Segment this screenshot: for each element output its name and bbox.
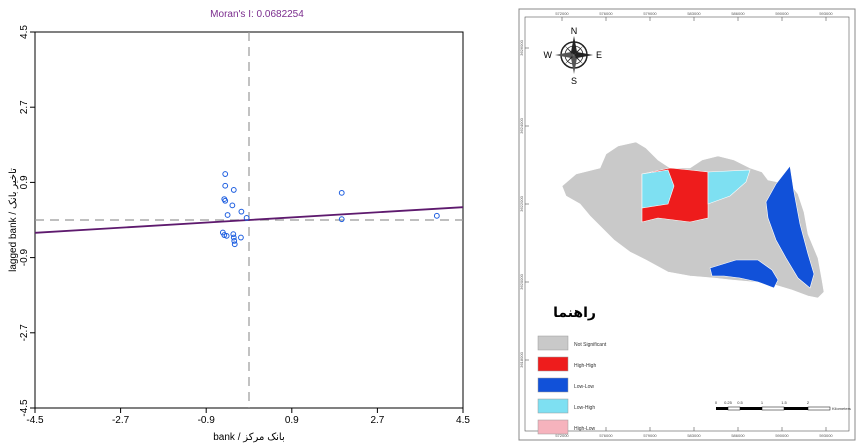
data-point	[222, 182, 229, 189]
data-point	[338, 189, 345, 196]
data-point	[222, 171, 229, 177]
left-tick-label: 3620000	[519, 273, 524, 289]
scale-label: 1	[761, 400, 764, 405]
compass-south: S	[571, 76, 577, 86]
bottom-tick-label: 583000	[687, 433, 701, 438]
data-point	[230, 187, 237, 193]
legend-label: Not Significant	[574, 342, 607, 348]
top-tick-label: 590000	[775, 11, 789, 16]
region-low-low-east	[765, 165, 815, 289]
bottom-tick-label: 593000	[819, 433, 833, 438]
legend-swatch	[537, 419, 569, 435]
legend-label: High-Low	[574, 426, 596, 432]
bottom-tick-label: 572000	[555, 433, 569, 438]
y-axis-ticks: -4.5 -2.7 -0.9 0.9 2.7 4.5	[19, 25, 35, 417]
compass-icon: N S E W	[544, 26, 603, 86]
data-point	[238, 208, 245, 215]
legend-label: Low-Low	[574, 384, 594, 390]
region-low-low-south	[709, 259, 779, 289]
data-point	[230, 234, 237, 241]
y-tick-label: -2.7	[19, 324, 30, 342]
map-top-coordinates: 572000 576000 579000 583000 586000 590000 5930…	[555, 11, 833, 21]
top-tick-label: 583000	[687, 11, 701, 16]
map-bottom-coordinates: 572000 576000 579000 583000 586000 590000 5930…	[555, 427, 833, 438]
top-tick-label: 572000	[555, 11, 569, 16]
legend-label: Low-High	[574, 405, 595, 411]
left-tick-label: 3622000	[519, 195, 524, 211]
data-point	[229, 202, 236, 209]
x-tick-label: 2.7	[370, 415, 384, 426]
moran-scatterplot: Moran's I: 0.0682254 -4.5 -2.7 -0.9 0.9 2.7 4…	[8, 9, 470, 443]
y-tick-label: 0.9	[19, 175, 30, 189]
bottom-tick-label: 576000	[599, 433, 613, 438]
regression-line	[34, 206, 464, 234]
bottom-tick-label: 586000	[731, 433, 745, 438]
compass-east: E	[596, 50, 602, 60]
bottom-tick-label: 590000	[775, 433, 789, 438]
scale-bar	[716, 406, 831, 411]
map-neatline	[524, 16, 850, 432]
x-tick-label: -2.7	[112, 415, 130, 426]
x-axis-ticks: -4.5 -2.7 -0.9 0.9 2.7 4.5	[26, 408, 470, 426]
legend-swatch	[537, 398, 569, 414]
data-point	[238, 234, 244, 241]
scale-label: 0	[715, 400, 718, 405]
legend-title: راهنما	[553, 304, 596, 320]
scale-label: 1.5	[781, 400, 787, 405]
left-tick-label: 3618000	[519, 351, 524, 367]
data-point	[231, 241, 238, 248]
x-tick-label: 0.9	[285, 415, 299, 426]
map-regions	[561, 141, 825, 299]
legend-swatch	[537, 356, 569, 372]
legend-swatch	[537, 377, 569, 393]
region-low-high-east	[707, 169, 751, 205]
top-tick-label: 586000	[731, 11, 745, 16]
x-axis-label: bank / بانک مرکز	[213, 432, 285, 443]
x-tick-label: -0.9	[198, 415, 216, 426]
left-tick-label: 3626000	[519, 39, 524, 55]
data-point	[230, 231, 237, 238]
top-tick-label: 593000	[819, 11, 833, 16]
y-tick-label: -4.5	[19, 399, 30, 417]
x-tick-label: -4.5	[26, 415, 44, 426]
compass-north: N	[571, 26, 578, 36]
scale-label: 0.25	[724, 400, 733, 405]
legend-swatch	[537, 335, 569, 351]
scale-unit: Kilometers	[832, 406, 851, 411]
chart-title: Moran's I: 0.0682254	[210, 9, 304, 20]
y-tick-label: -0.9	[19, 249, 30, 267]
y-tick-label: 4.5	[19, 25, 30, 39]
left-tick-label: 3624000	[519, 117, 524, 133]
data-points	[219, 171, 440, 248]
data-point	[243, 215, 250, 221]
map-left-coordinates: 3626000 3624000 3622000 3620000 3618000	[519, 39, 529, 368]
legend-label: High-High	[574, 363, 596, 369]
region-low-high-west	[641, 169, 675, 209]
scale-label: 0.5	[737, 400, 743, 405]
data-point	[222, 197, 229, 204]
scale-label: 2	[807, 400, 810, 405]
y-tick-label: 2.7	[19, 100, 30, 114]
data-point	[433, 212, 440, 219]
y-axis-label: lagged bank / تاخیر بانک	[8, 168, 19, 272]
data-point	[224, 212, 231, 218]
bottom-tick-label: 579000	[643, 433, 657, 438]
data-point	[231, 237, 238, 244]
top-tick-label: 579000	[643, 11, 657, 16]
map-legend: Not Significant High-High Low-Low Low-High H…	[537, 335, 607, 435]
data-point	[338, 216, 345, 223]
scale-bar-labels: 0 0.25 0.5 1 1.5 2	[715, 400, 810, 405]
cluster-map: 572000 576000 579000 583000 586000 590000 5930…	[518, 8, 856, 441]
x-tick-label: 4.5	[456, 415, 470, 426]
top-tick-label: 576000	[599, 11, 613, 16]
data-point	[223, 232, 230, 239]
compass-west: W	[544, 50, 553, 60]
